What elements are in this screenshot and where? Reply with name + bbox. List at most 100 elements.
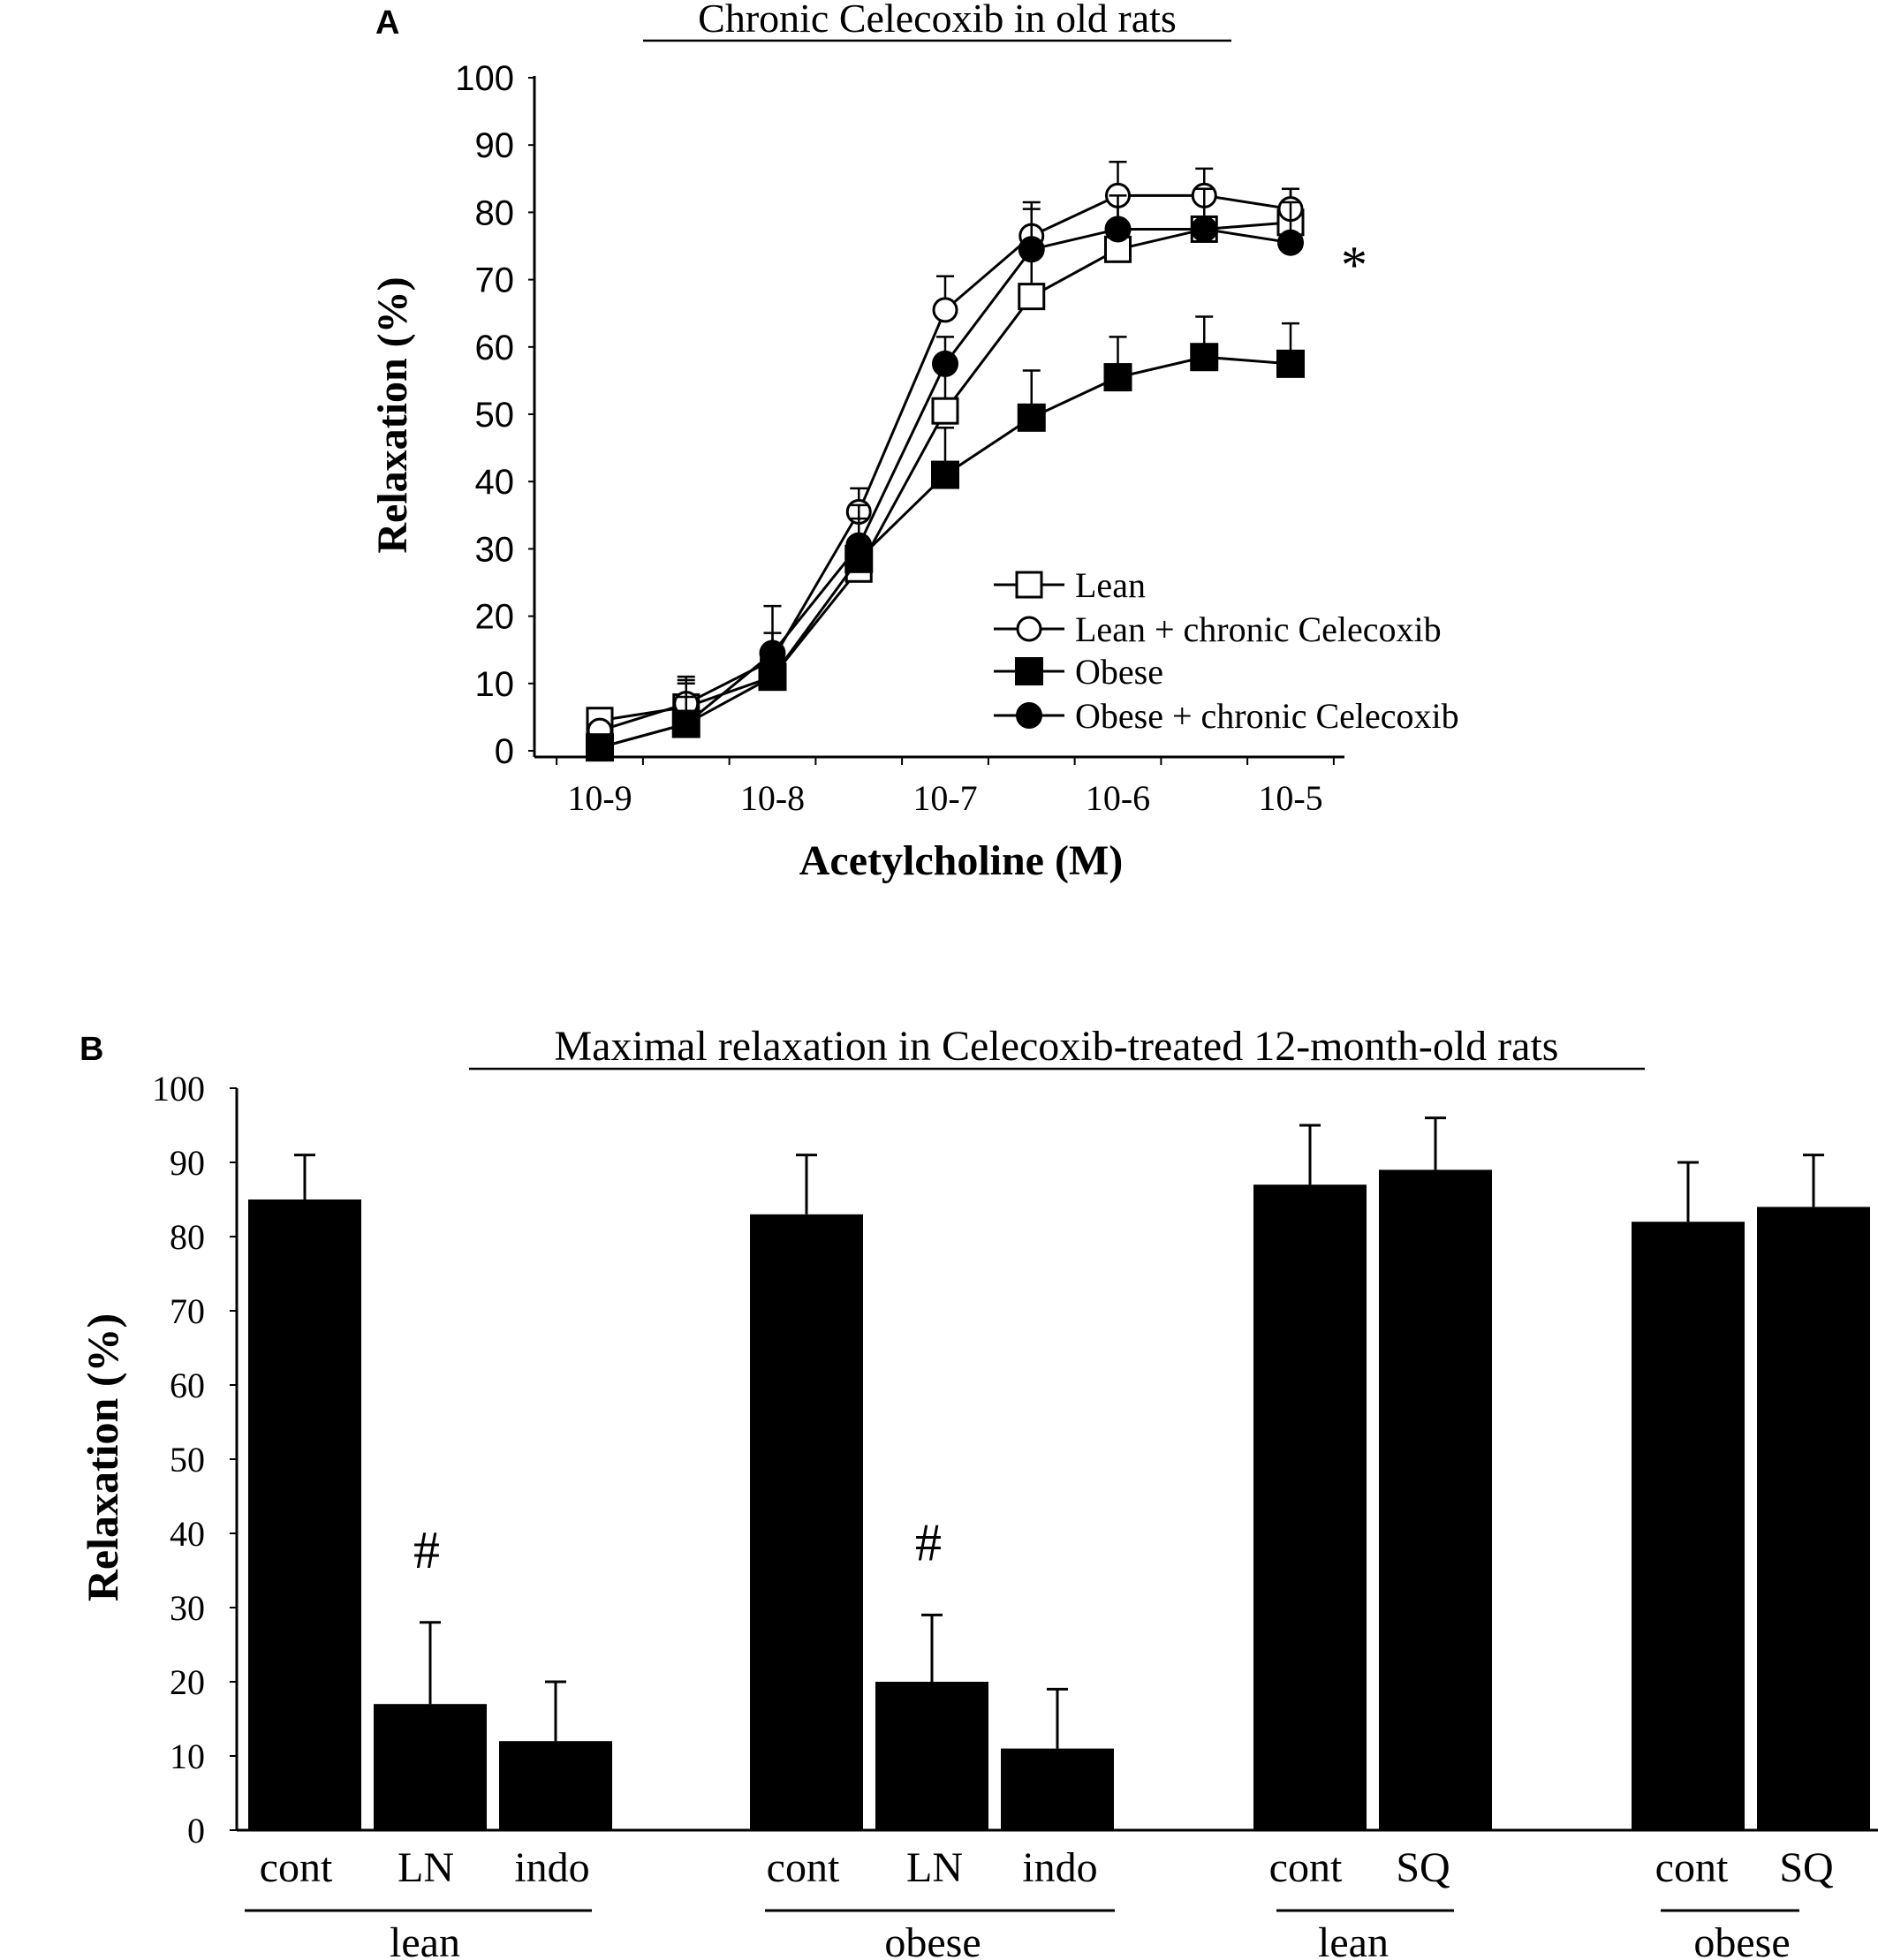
legend-label: Obese + chronic Celecoxib [1075, 696, 1459, 736]
panel-a-y-tick-label: 50 [475, 396, 515, 435]
data-point [931, 397, 959, 425]
panel-a-y-tick-label: 20 [475, 598, 515, 637]
panel-b-y-axis-label: Relaxation (%) [78, 1313, 127, 1601]
significance-hash: # [413, 1521, 440, 1579]
panel-b-y-tick-label: 70 [170, 1291, 205, 1331]
panel-b-y-tick-label: 40 [170, 1514, 205, 1554]
legend-label: Lean + chronic Celecoxib [1075, 609, 1442, 649]
panel-a-x-tick-label: 10-5 [1258, 778, 1322, 818]
bar-cont [750, 1214, 863, 1830]
legend-marker [1016, 616, 1042, 642]
panel-b-y-tick-label: 100 [152, 1069, 205, 1109]
bar-group-obese: # [750, 1154, 1114, 1830]
panel-a-axes [533, 76, 1344, 759]
panel-a-y-ticks: 0 10 20 30 40 50 60 70 80 90 100 [455, 59, 534, 771]
panel-b-y-tick-label: 20 [170, 1662, 205, 1702]
significance-hash: # [915, 1513, 942, 1571]
data-point [1190, 343, 1219, 372]
bar-category-label: SQ [1396, 1844, 1450, 1891]
legend-label: Lean [1075, 565, 1146, 605]
data-point [845, 532, 873, 559]
panel-b-label: B [80, 1031, 103, 1068]
data-point [587, 734, 613, 761]
panel-a-x-ticks: 10-9 10-8 10-7 10-6 10-5 [556, 757, 1335, 818]
panel-a-y-tick-label: 90 [475, 126, 515, 165]
panel-a-y-tick-label: 70 [475, 261, 515, 300]
bar-cont [1632, 1222, 1745, 1830]
panel-a-series [586, 161, 1305, 762]
data-point [758, 662, 787, 692]
data-point [932, 297, 958, 323]
panel-b-y-ticks: 0 10 20 30 40 50 60 70 80 90 100 [152, 1069, 237, 1850]
legend-item: Lean + chronic Celecoxib [994, 609, 1442, 649]
panel-b-y-tick-label: 0 [187, 1811, 205, 1850]
bar-sq [1379, 1169, 1492, 1830]
legend-item: Obese [994, 652, 1163, 692]
group-label: obese [1693, 1919, 1790, 1960]
panel-b-y-tick-label: 90 [170, 1143, 205, 1183]
panel-b-y-tick-label: 10 [170, 1737, 205, 1776]
legend-marker [1016, 702, 1042, 729]
legend-label: Obese [1075, 652, 1163, 692]
panel-b-y-tick-label: 60 [170, 1366, 205, 1405]
bar-category-label: LN [906, 1844, 963, 1891]
bar-group-obese [1632, 1154, 1870, 1830]
panel-a-y-axis-label: Relaxation (%) [369, 276, 416, 553]
panel-a-x-axis-label: Acetylcholine (M) [799, 837, 1124, 884]
panel-a-y-tick-label: 60 [475, 329, 515, 367]
legend-item: Lean [994, 565, 1146, 605]
panel-a-x-tick-label: 10-6 [1086, 778, 1150, 818]
legend-marker [1015, 571, 1043, 599]
group-label: lean [1318, 1919, 1389, 1960]
bar-category-label: cont [260, 1844, 333, 1891]
panel-b-y-tick-label: 50 [170, 1440, 205, 1479]
bar-cont [248, 1199, 361, 1830]
data-point [932, 350, 958, 377]
data-point [1018, 283, 1046, 311]
panel-a-y-tick-label: 10 [475, 665, 515, 704]
bar-group-lean: # [248, 1154, 612, 1830]
panel-b: B Maximal relaxation in Celecoxib-treate… [78, 1023, 1878, 1960]
panel-a-y-tick-label: 40 [475, 463, 515, 502]
bar-category-label: cont [767, 1844, 840, 1891]
panel-a-x-tick-label: 10-7 [912, 778, 977, 818]
data-point [1103, 363, 1132, 392]
data-point [1191, 216, 1218, 243]
group-label: lean [390, 1919, 460, 1960]
panel-a-y-tick-label: 30 [475, 530, 515, 569]
panel-b-y-tick-label: 80 [170, 1217, 205, 1257]
data-point [1018, 236, 1045, 263]
series-obese-chronic-celecoxib [587, 187, 1304, 761]
panel-a-x-tick-label: 10-9 [567, 778, 632, 818]
bar-category-label: cont [1269, 1844, 1343, 1891]
panel-b-y-tick-label: 30 [170, 1588, 205, 1628]
bar-category-label: indo [1022, 1844, 1097, 1891]
data-point [1277, 229, 1304, 256]
bar-indo [499, 1741, 612, 1830]
panel-a-x-tick-label: 10-8 [740, 778, 805, 818]
bar-ln [374, 1704, 487, 1830]
bar-category-label: LN [398, 1844, 454, 1891]
legend-marker [1015, 657, 1043, 685]
bar-indo [1001, 1748, 1114, 1830]
panel-a-label: A [375, 4, 399, 42]
bar-cont [1253, 1184, 1367, 1830]
data-point [759, 639, 786, 667]
panel-a-y-tick-label: 80 [475, 193, 515, 232]
data-point [1017, 403, 1046, 432]
panel-a: A Chronic Celecoxib in old rats 0 10 20 30 4… [369, 0, 1459, 884]
bar-category-label: SQ [1779, 1844, 1833, 1891]
data-point [1276, 349, 1305, 378]
panel-a-title: Chronic Celecoxib in old rats [698, 0, 1177, 41]
panel-b-title: Maximal relaxation in Celecoxib-treated … [555, 1023, 1559, 1070]
data-point [672, 710, 700, 738]
bar-group-lean [1253, 1116, 1492, 1830]
legend-item: Obese + chronic Celecoxib [994, 696, 1459, 736]
data-point [1104, 216, 1132, 243]
bar-category-label: cont [1655, 1844, 1729, 1891]
data-point [931, 460, 959, 489]
significance-asterisk: * [1341, 236, 1367, 294]
